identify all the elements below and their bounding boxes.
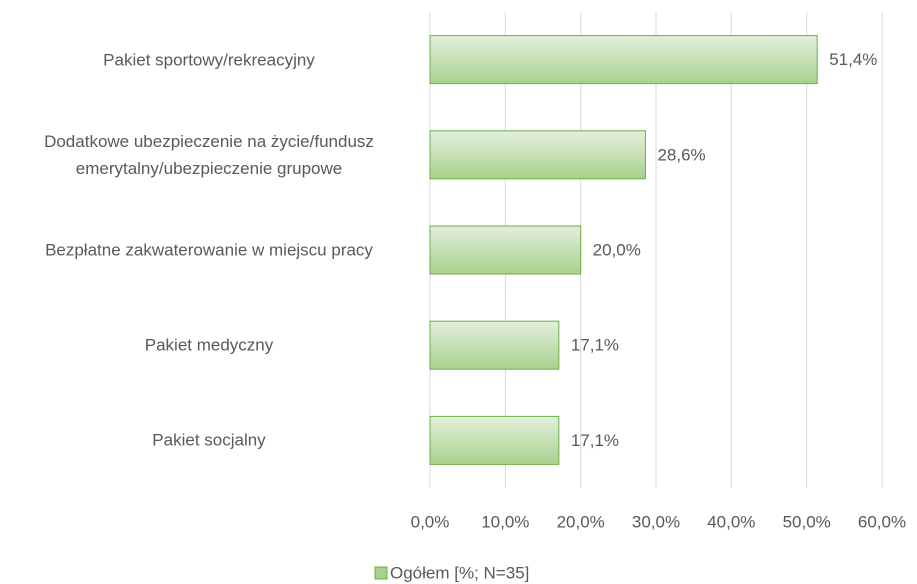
category-label: Pakiet medyczny	[144, 335, 274, 355]
legend-swatch	[374, 566, 388, 580]
x-tick-label: 20,0%	[557, 512, 605, 531]
value-label: 20,0%	[593, 240, 641, 259]
x-tick-label: 60,0%	[858, 512, 906, 531]
category-label: Dodatkowe ubezpieczenie na życie/fundusz…	[44, 131, 374, 178]
category-label: Pakiet socjalny	[152, 430, 266, 450]
bar	[429, 320, 560, 370]
category-label: Pakiet sportowy/rekreacyjny	[103, 50, 315, 70]
value-label: 17,1%	[571, 336, 619, 355]
bar	[429, 225, 582, 275]
bar	[429, 130, 646, 180]
bar	[429, 35, 818, 85]
x-tick-label: 50,0%	[783, 512, 831, 531]
x-tick-label: 30,0%	[632, 512, 680, 531]
value-label: 17,1%	[571, 431, 619, 450]
value-label: 28,6%	[657, 145, 705, 164]
bar	[429, 415, 560, 465]
x-tick-label: 0,0%	[411, 512, 450, 531]
value-label: 51,4%	[829, 50, 877, 69]
x-tick-label: 10,0%	[481, 512, 529, 531]
category-label: Bezpłatne zakwaterowanie w miejscu pracy	[45, 240, 373, 260]
legend-label: Ogółem [%; N=35]	[390, 563, 529, 582]
x-tick-label: 40,0%	[707, 512, 755, 531]
